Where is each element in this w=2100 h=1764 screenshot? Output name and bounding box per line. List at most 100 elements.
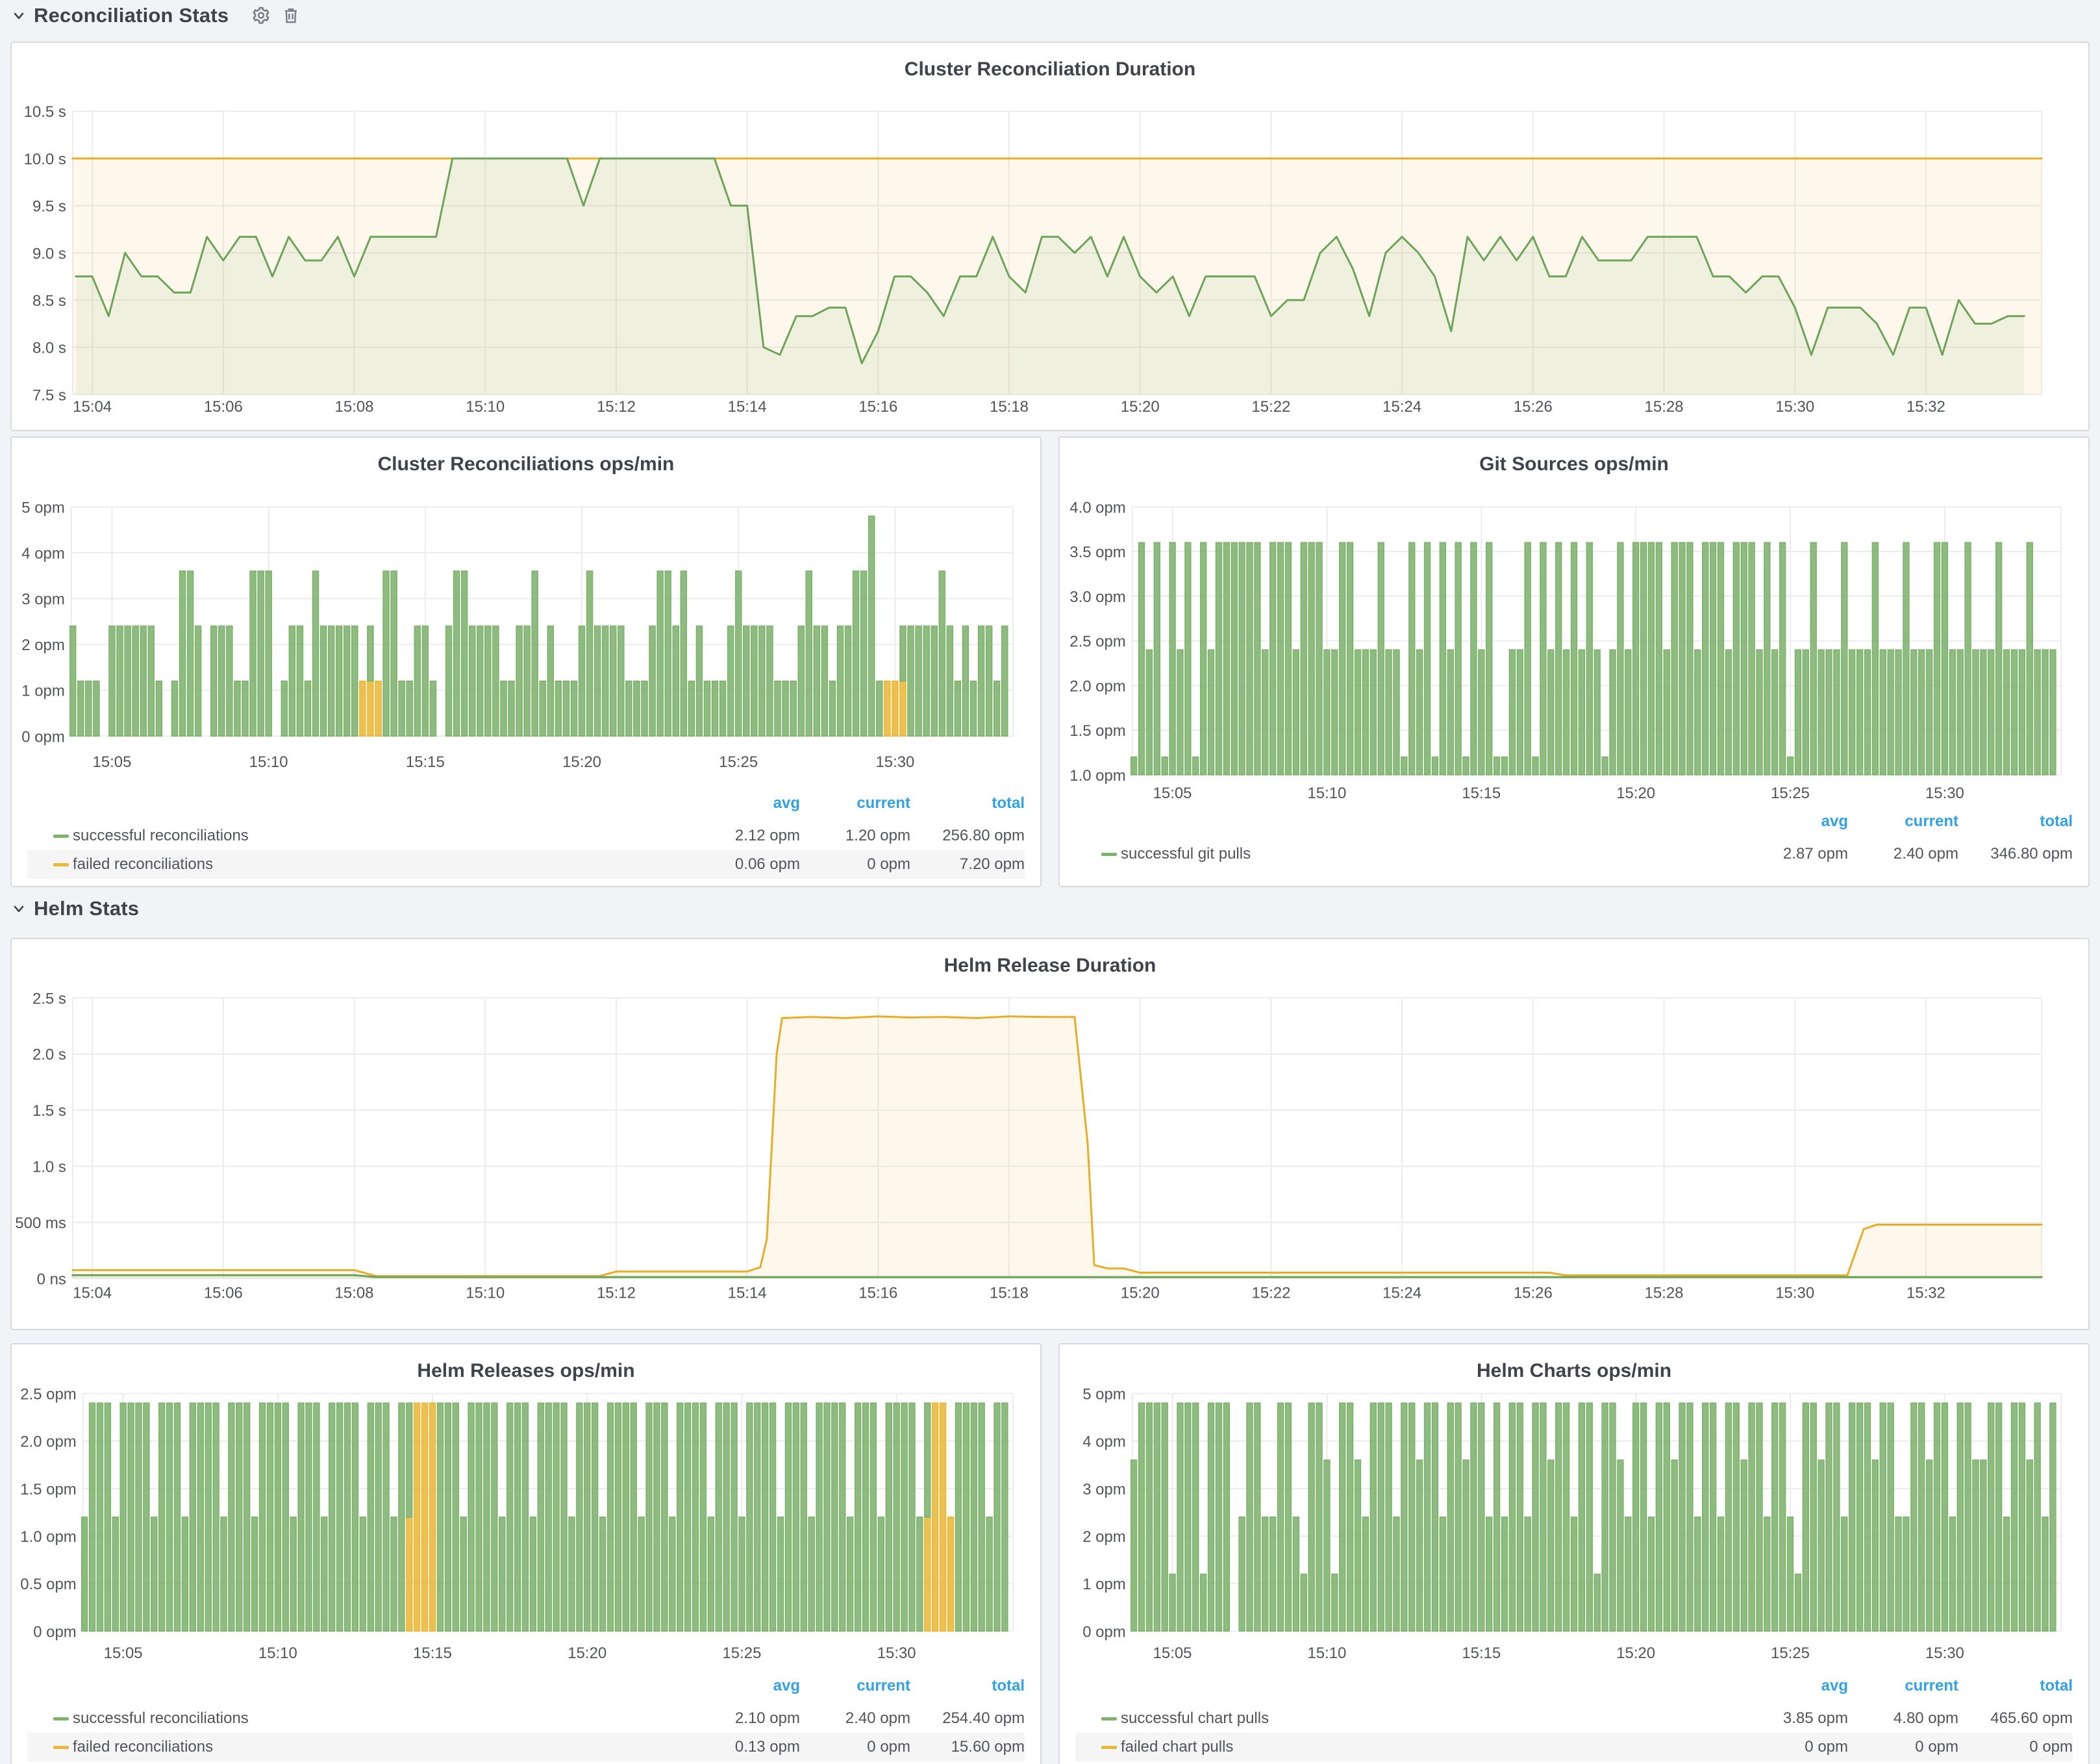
legend-series-name[interactable]: successful chart pulls [1121, 1709, 1269, 1727]
legend-series-name[interactable]: successful reconciliations [73, 1709, 249, 1727]
panel-helm-charts-opm: 5 opm 4 opm 3 opm 2 opm 1 opm 0 opm 15:05 15:10… [1058, 1343, 2090, 1764]
x-tick-label: 15:24 [1382, 1284, 1421, 1302]
legend-header-avg[interactable]: avg [1821, 813, 1848, 830]
chevron-down-icon [14, 12, 24, 19]
y-tick-label: 9.0 s [32, 245, 66, 262]
legend-header-current[interactable]: current [856, 794, 910, 812]
x-tick-label: 15:15 [1462, 785, 1501, 802]
legend-current-value: 4.80 opm [1893, 1709, 1958, 1727]
legend-total-value: 254.40 opm [942, 1709, 1025, 1727]
y-tick-label: 1.0 s [32, 1159, 66, 1176]
panel-cluster-reconciliation-duration: 10.5 s 10.0 s 9.5 s 9.0 s 8.5 s 8.0 s 7.5 s 15:… [10, 42, 2090, 431]
y-tick-label: 8.0 s [32, 340, 66, 357]
y-tick-label: 4.0 opm [1069, 499, 1125, 516]
legend-row-successful-reconciliations: successful reconciliations 2.12 opm 1.20… [27, 822, 1025, 850]
gear-icon [253, 6, 270, 24]
x-tick-label: 15:20 [1121, 1284, 1160, 1302]
y-tick-label: 5 opm [1082, 1386, 1126, 1404]
x-tick-label: 15:22 [1251, 398, 1290, 416]
panel-cluster-reconciliations-opm: 5 opm 4 opm 3 opm 2 opm 1 opm 0 opm 15:05 15:10… [10, 436, 1042, 887]
x-tick-label: 15:04 [73, 1284, 112, 1302]
legend-total-value: 15.60 opm [951, 1738, 1025, 1756]
x-tick-label: 15:32 [1906, 1284, 1945, 1302]
legend-series-name[interactable]: failed chart pulls [1121, 1738, 1234, 1756]
row-toggle-reconciliation-stats[interactable]: Reconciliation Stats [10, 4, 229, 27]
y-tick-label: 7.5 s [32, 386, 66, 404]
x-tick-label: 15:26 [1514, 398, 1553, 416]
x-tick-label: 15:06 [204, 1284, 243, 1302]
x-tick-label: 15:18 [990, 1284, 1029, 1302]
legend-series-name[interactable]: failed reconciliations [73, 855, 214, 873]
legend-header-total[interactable]: total [2040, 1677, 2073, 1695]
chart-cluster-reconciliation-duration[interactable]: 10.5 s 10.0 s 9.5 s 9.0 s 8.5 s 8.0 s 7.5 s 15:… [12, 43, 2088, 430]
x-tick-label: 15:25 [719, 753, 758, 771]
legend-header-avg[interactable]: avg [773, 794, 800, 812]
y-tick-label: 2.0 s [32, 1046, 66, 1064]
legend-header-total[interactable]: total [2040, 813, 2073, 830]
row-toggle-helm-stats[interactable]: Helm Stats [10, 897, 139, 920]
y-tick-label: 1 opm [1082, 1576, 1126, 1593]
legend-row-failed-reconciliations: failed reconciliations 0.13 opm 0 opm 15… [27, 1733, 1025, 1761]
legend-current-value: 2.40 opm [1893, 845, 1958, 863]
x-tick-label: 15:12 [597, 398, 636, 416]
legend-header-current[interactable]: current [1905, 813, 1958, 830]
x-tick-label: 15:10 [1307, 785, 1346, 802]
legend-header-current[interactable]: current [1905, 1677, 1958, 1695]
x-tick-label: 15:25 [723, 1644, 762, 1662]
legend-avg-value: 0.13 opm [734, 1738, 800, 1756]
legend-header-avg[interactable]: avg [1821, 1677, 1848, 1695]
legend-total-value: 0 opm [2029, 1738, 2073, 1756]
x-tick-label: 15:14 [728, 398, 767, 416]
row-settings-button[interactable] [251, 5, 271, 26]
legend-avg-value: 0 opm [1805, 1738, 1848, 1756]
x-tick-label: 15:10 [258, 1644, 297, 1662]
x-tick-label: 15:25 [1771, 785, 1810, 802]
x-tick-label: 15:08 [335, 398, 374, 416]
legend-total-value: 256.80 opm [942, 827, 1025, 844]
y-tick-label: 3 opm [1082, 1481, 1126, 1498]
series-color-dash [53, 1746, 69, 1749]
series-color-dash [53, 863, 69, 866]
legend-row-successful-chart-pulls: successful chart pulls 3.85 opm 4.80 opm… [1075, 1704, 2073, 1733]
x-tick-label: 15:16 [858, 1284, 897, 1302]
x-tick-label: 15:15 [1462, 1644, 1501, 1662]
x-tick-label: 15:14 [728, 1284, 767, 1302]
x-tick-label: 15:10 [466, 1284, 505, 1302]
panel-helm-releases-opm: 2.5 opm 2.0 opm 1.5 opm 1.0 opm 0.5 opm 0 opm… [10, 1343, 1042, 1764]
legend-avg-value: 2.10 opm [734, 1709, 800, 1727]
row-title: Reconciliation Stats [34, 4, 229, 27]
x-tick-label: 15:10 [1307, 1644, 1346, 1662]
legend-series-name[interactable]: successful reconciliations [73, 827, 249, 844]
x-tick-label: 15:20 [1121, 398, 1160, 416]
series-color-dash [1101, 853, 1117, 856]
series-line-yellow [71, 1015, 2043, 1278]
y-tick-label: 500 ms [15, 1215, 66, 1232]
legend-header-total[interactable]: total [992, 794, 1025, 812]
legend-header-current[interactable]: current [856, 1677, 910, 1695]
x-tick-label: 15:05 [1153, 785, 1192, 802]
y-tick-label: 4 opm [21, 545, 65, 562]
legend-header-total[interactable]: total [992, 1677, 1025, 1695]
panel-title: Cluster Reconciliation Duration [904, 58, 1196, 80]
x-tick-label: 15:12 [597, 1284, 636, 1302]
x-tick-label: 15:20 [1616, 785, 1655, 802]
chart-cluster-reconciliations-opm[interactable]: 5 opm 4 opm 3 opm 2 opm 1 opm 0 opm 15:05 15:10… [12, 438, 1040, 886]
legend-header-avg[interactable]: avg [773, 1677, 800, 1695]
panel-git-sources-opm: 4.0 opm 3.5 opm 3.0 opm 2.5 opm 2.0 opm 1.5 o… [1058, 436, 2090, 887]
legend-row-successful-reconciliations: successful reconciliations 2.10 opm 2.40… [27, 1704, 1025, 1733]
y-tick-label: 2.0 opm [20, 1433, 76, 1451]
chart-helm-release-duration[interactable]: 2.5 s 2.0 s 1.5 s 1.0 s 500 ms 0 ns 15:04 15:06… [12, 939, 2088, 1329]
chart-git-sources-opm[interactable]: 4.0 opm 3.5 opm 3.0 opm 2.5 opm 2.0 opm 1.5 o… [1060, 438, 2088, 886]
row-title: Helm Stats [34, 897, 140, 920]
chart-helm-charts-opm[interactable]: 5 opm 4 opm 3 opm 2 opm 1 opm 0 opm 15:05 15:10… [1060, 1344, 2088, 1764]
legend-current-value: 0 opm [867, 855, 910, 873]
x-tick-label: 15:08 [335, 1284, 374, 1302]
y-tick-label: 10.5 s [24, 103, 66, 121]
legend-row-successful-git-pulls: successful git pulls 2.87 opm 2.40 opm 3… [1075, 840, 2073, 868]
row-delete-button[interactable] [281, 5, 301, 26]
chevron-down-icon [14, 905, 24, 913]
legend-series-name[interactable]: successful git pulls [1121, 845, 1251, 863]
x-tick-label: 15:16 [858, 398, 897, 416]
chart-helm-releases-opm[interactable]: 2.5 opm 2.0 opm 1.5 opm 1.0 opm 0.5 opm 0 opm… [12, 1344, 1040, 1764]
legend-series-name[interactable]: failed reconciliations [73, 1738, 214, 1756]
